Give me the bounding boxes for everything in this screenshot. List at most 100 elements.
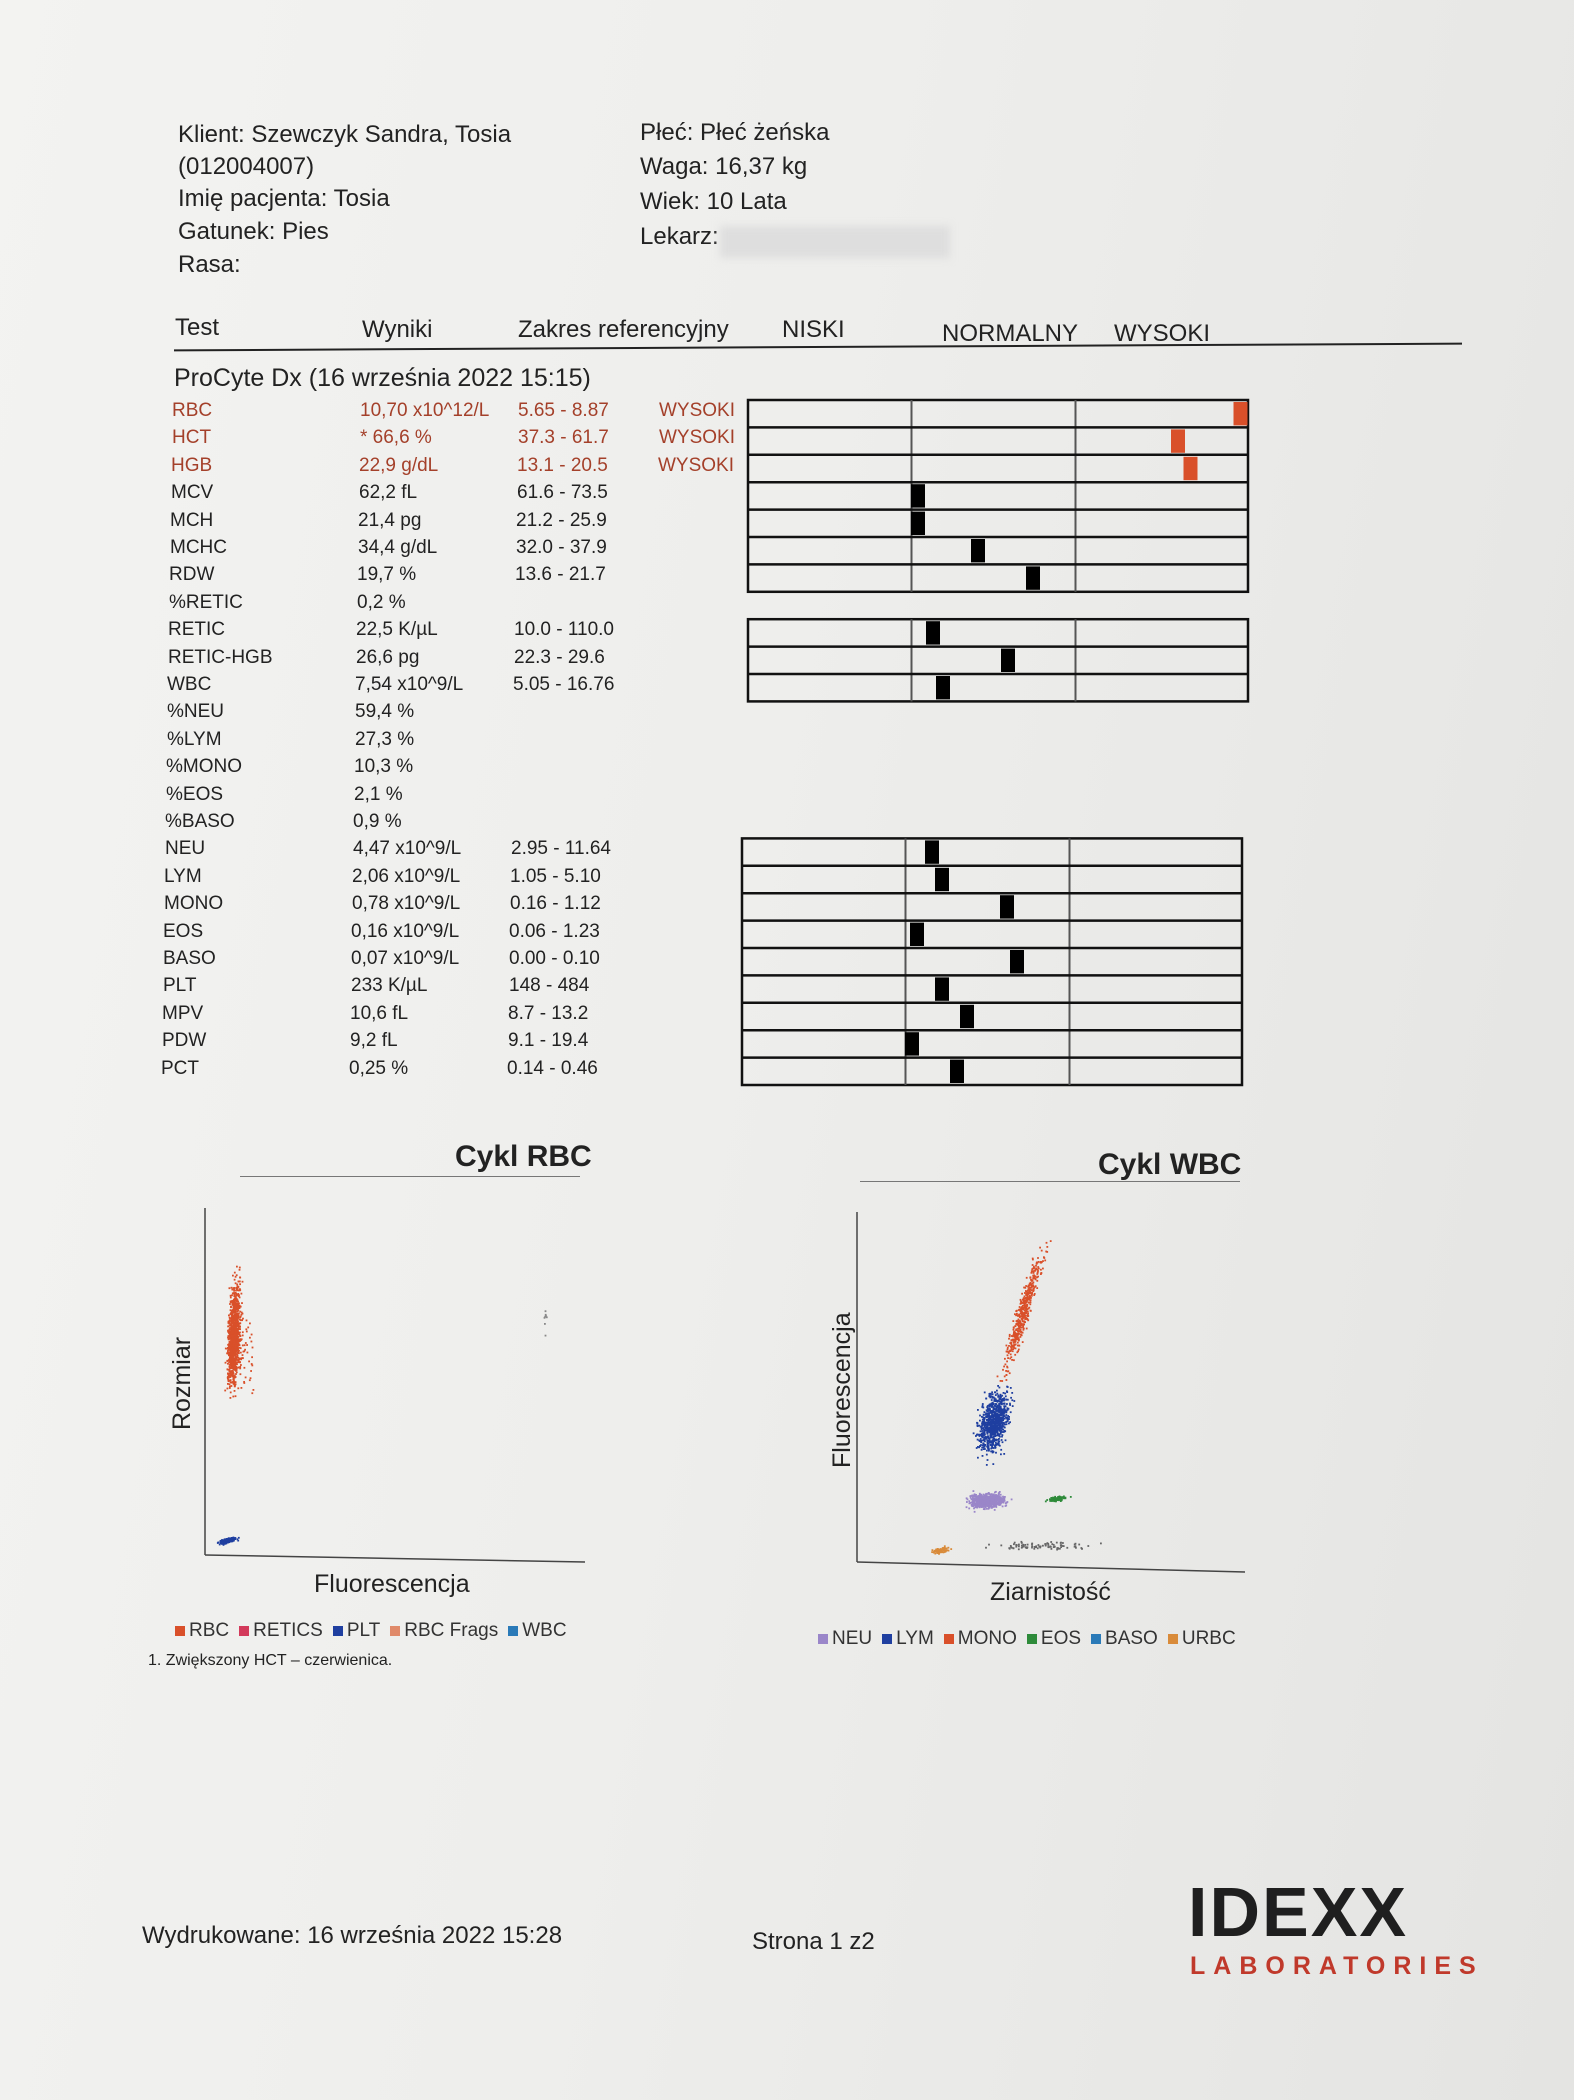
result-test-name: %BASO <box>165 811 235 832</box>
idexx-logo-subtitle: LABORATORIES <box>1190 1952 1484 1980</box>
result-marker <box>905 1032 919 1056</box>
result-test-name: RETIC-HGB <box>168 646 273 668</box>
result-range: 5.65 - 8.87 <box>518 400 609 421</box>
result-marker <box>1010 950 1024 974</box>
result-marker <box>911 484 925 508</box>
wbc-legend: NEU LYM MONO EOS BASO URBC <box>808 1628 1236 1650</box>
result-row: WBC 7,54 x10^9/L 5.05 - 16.76 <box>0 674 760 701</box>
result-value: 27,3 % <box>355 728 415 750</box>
range-bar-graphs <box>740 398 1250 1087</box>
result-range: 13.1 - 20.5 <box>517 454 608 476</box>
page-number: Strona 1 z2 <box>752 1928 875 1955</box>
result-test-name: HCT <box>172 427 212 449</box>
result-test-name: MCH <box>170 509 214 531</box>
result-value: 7,54 x10^9/L <box>355 674 464 695</box>
result-test-name: NEU <box>165 838 206 860</box>
result-row: RDW 19,7 % 13.6 - 21.7 <box>0 564 760 591</box>
wbc-legend-label: EOS <box>1040 1628 1082 1649</box>
rbc-legend-label: PLT <box>346 1620 381 1641</box>
result-test-name: MONO <box>164 893 224 915</box>
result-range: 37.3 - 61.7 <box>518 427 609 449</box>
rbc-x-axis <box>204 1554 586 1563</box>
rbc-legend-swatch <box>508 1625 519 1636</box>
wbc-noise <box>985 1540 1102 1551</box>
result-row: NEU 4,47 x10^9/L 2.95 - 11.64 <box>0 838 760 865</box>
bar-panel <box>746 398 1250 594</box>
result-test-name: RETIC <box>168 619 225 641</box>
sex: Płeć: Płeć żeńska <box>640 119 830 146</box>
rbc-legend-label: WBC <box>522 1620 567 1641</box>
result-marker <box>1026 566 1040 590</box>
result-test-name: %LYM <box>167 728 222 750</box>
result-test-name: RBC <box>172 400 213 421</box>
result-value: 2,1 % <box>354 783 403 805</box>
result-value: 10,3 % <box>354 756 414 778</box>
breed: Rasa: <box>178 251 241 278</box>
bar-panel <box>746 617 1250 703</box>
result-marker <box>1233 402 1248 426</box>
wbc-legend-label: LYM <box>896 1628 934 1649</box>
result-range: 0.06 - 1.23 <box>509 920 600 942</box>
result-test-name: EOS <box>163 920 204 942</box>
result-range: 5.05 - 16.76 <box>513 674 615 695</box>
result-value: 19,7 % <box>357 564 417 586</box>
result-marker <box>960 1004 974 1029</box>
rbc-y-label: Rozmiar <box>168 1336 196 1430</box>
result-marker <box>911 511 925 535</box>
result-range: 21.2 - 25.9 <box>516 509 607 531</box>
result-flag: WYSOKI <box>659 427 736 449</box>
urbc-cluster <box>931 1545 953 1555</box>
bar-panel-frame <box>746 398 1250 594</box>
wbc-legend-swatch <box>943 1633 954 1644</box>
result-marker <box>950 1059 964 1083</box>
result-row: BASO 0,07 x10^9/L 0.00 - 0.10 <box>0 948 760 975</box>
wbc-x-axis <box>856 1561 1246 1573</box>
wbc-legend-swatch <box>1091 1633 1102 1644</box>
rbc-scatter-plot <box>204 1208 586 1563</box>
result-row: RETIC 22,5 K/µL 10.0 - 110.0 <box>0 619 760 646</box>
rbc-legend-swatch <box>390 1625 401 1636</box>
result-marker <box>935 977 949 1001</box>
result-value: 62,2 fL <box>359 482 418 504</box>
client-name: Klient: Szewczyk Sandra, Tosia <box>178 121 512 148</box>
result-marker <box>925 840 939 864</box>
age: Wiek: 10 Lata <box>640 188 787 215</box>
result-marker <box>1171 429 1185 453</box>
result-row: MPV 10,6 fL 8.7 - 13.2 <box>0 1003 760 1030</box>
result-range: 10.0 - 110.0 <box>514 619 615 641</box>
result-value: 4,47 x10^9/L <box>353 838 462 860</box>
result-test-name: %EOS <box>166 783 224 805</box>
result-flag: WYSOKI <box>658 454 735 476</box>
wbc-chart-title: Cykl WBC <box>1098 1148 1242 1181</box>
result-value: 2,06 x10^9/L <box>352 865 461 887</box>
result-value: 10,70 x10^12/L <box>360 400 490 421</box>
idexx-logo: IDEXX <box>1188 1873 1409 1951</box>
result-test-name: MCV <box>171 482 214 504</box>
rbc-legend-swatch <box>175 1625 185 1636</box>
wbc-scatter-plot <box>856 1212 1246 1573</box>
rbc-title-rule <box>240 1176 580 1177</box>
result-test-name: WBC <box>167 674 212 695</box>
lym-cluster <box>972 1385 1016 1466</box>
bar-panel-frame <box>746 617 1250 703</box>
result-row: MCH 21,4 pg 21.2 - 25.9 <box>0 510 760 537</box>
result-row: RBC 10,70 x10^12/L 5.65 - 8.87 WYSOKI <box>0 400 760 427</box>
client-id: (012004007) <box>178 153 315 180</box>
rbc-legend-swatch <box>239 1625 250 1636</box>
col-normal: NORMALNY <box>942 320 1079 347</box>
wbc-y-label: Fluorescencja <box>828 1312 856 1468</box>
rbc-cluster <box>224 1265 244 1399</box>
result-value: 0,9 % <box>353 811 402 832</box>
footnote: 1. Zwiększony HCT – czerwienica. <box>148 1652 393 1669</box>
result-marker <box>1000 895 1014 919</box>
rbc-scatter-sparse <box>224 1313 255 1395</box>
result-marker <box>1183 456 1198 481</box>
redacted-doctor <box>720 226 950 258</box>
result-value: 26,6 pg <box>356 646 420 668</box>
result-value: 22,9 g/dL <box>359 454 439 476</box>
result-range: 13.6 - 21.7 <box>515 564 606 586</box>
result-row: EOS 0,16 x10^9/L 0.06 - 1.23 <box>0 921 760 948</box>
section-title: ProCyte Dx (16 września 2022 15:15) <box>174 364 591 392</box>
result-test-name: HGB <box>171 454 213 476</box>
